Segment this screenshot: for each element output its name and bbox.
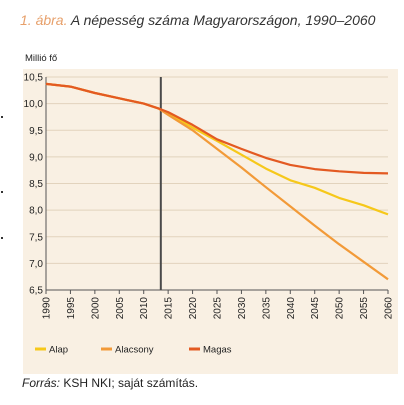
x-tick-label: 2025: [213, 297, 224, 320]
x-tick-label: 2020: [188, 297, 199, 320]
source-label: Forrás:: [22, 376, 61, 390]
x-tick-label: 1990: [42, 297, 53, 320]
x-tick-label: 2045: [310, 297, 321, 320]
y-tick-label: 8,0: [29, 206, 43, 217]
y-tick-label: 10,0: [24, 99, 44, 110]
edge-mark: [1, 116, 3, 118]
y-tick-label: 7,5: [29, 232, 43, 243]
x-tick-label: 2060: [384, 297, 395, 320]
figure-number: 1. ábra.: [20, 12, 68, 28]
source-note: Forrás: KSH NKI; saját számítás.: [22, 376, 198, 390]
edge-mark: [1, 237, 3, 239]
legend-label: Alap: [49, 345, 68, 356]
y-tick-label: 10,5: [24, 73, 44, 84]
x-tick-label: 2015: [164, 297, 175, 320]
source-text: KSH NKI; saját számítás.: [63, 376, 199, 390]
x-tick-label: 2000: [90, 297, 101, 320]
figure-title: 1. ábra. A népesség száma Magyarországon…: [20, 12, 375, 28]
x-tick-label: 2040: [286, 297, 297, 320]
y-tick-label: 9,0: [29, 152, 43, 163]
x-tick-label: 2050: [335, 297, 346, 320]
series-line-alacsony: [45, 82, 389, 281]
legend-label: Magas: [203, 345, 232, 356]
legend-label: Alacsony: [115, 345, 154, 356]
x-tick-label: 2005: [115, 297, 126, 320]
edge-mark: [1, 191, 3, 193]
y-tick-label: 8,5: [29, 179, 43, 190]
chart-panel: [23, 69, 398, 374]
x-tick-label: 2055: [359, 297, 370, 320]
y-tick-label: 6,5: [29, 286, 43, 297]
x-tick-label: 2010: [139, 297, 150, 320]
x-tick-label: 2035: [261, 297, 272, 320]
y-tick-label: 9,5: [29, 126, 43, 137]
x-tick-label: 1995: [66, 297, 77, 320]
figure-title-text: A népesség száma Magyarországon, 1990–20…: [70, 12, 376, 28]
series-line-magas: [45, 82, 389, 175]
y-unit-label: Millió fő: [25, 53, 58, 64]
x-tick-label: 2030: [237, 297, 248, 320]
y-tick-label: 7,0: [29, 259, 43, 270]
